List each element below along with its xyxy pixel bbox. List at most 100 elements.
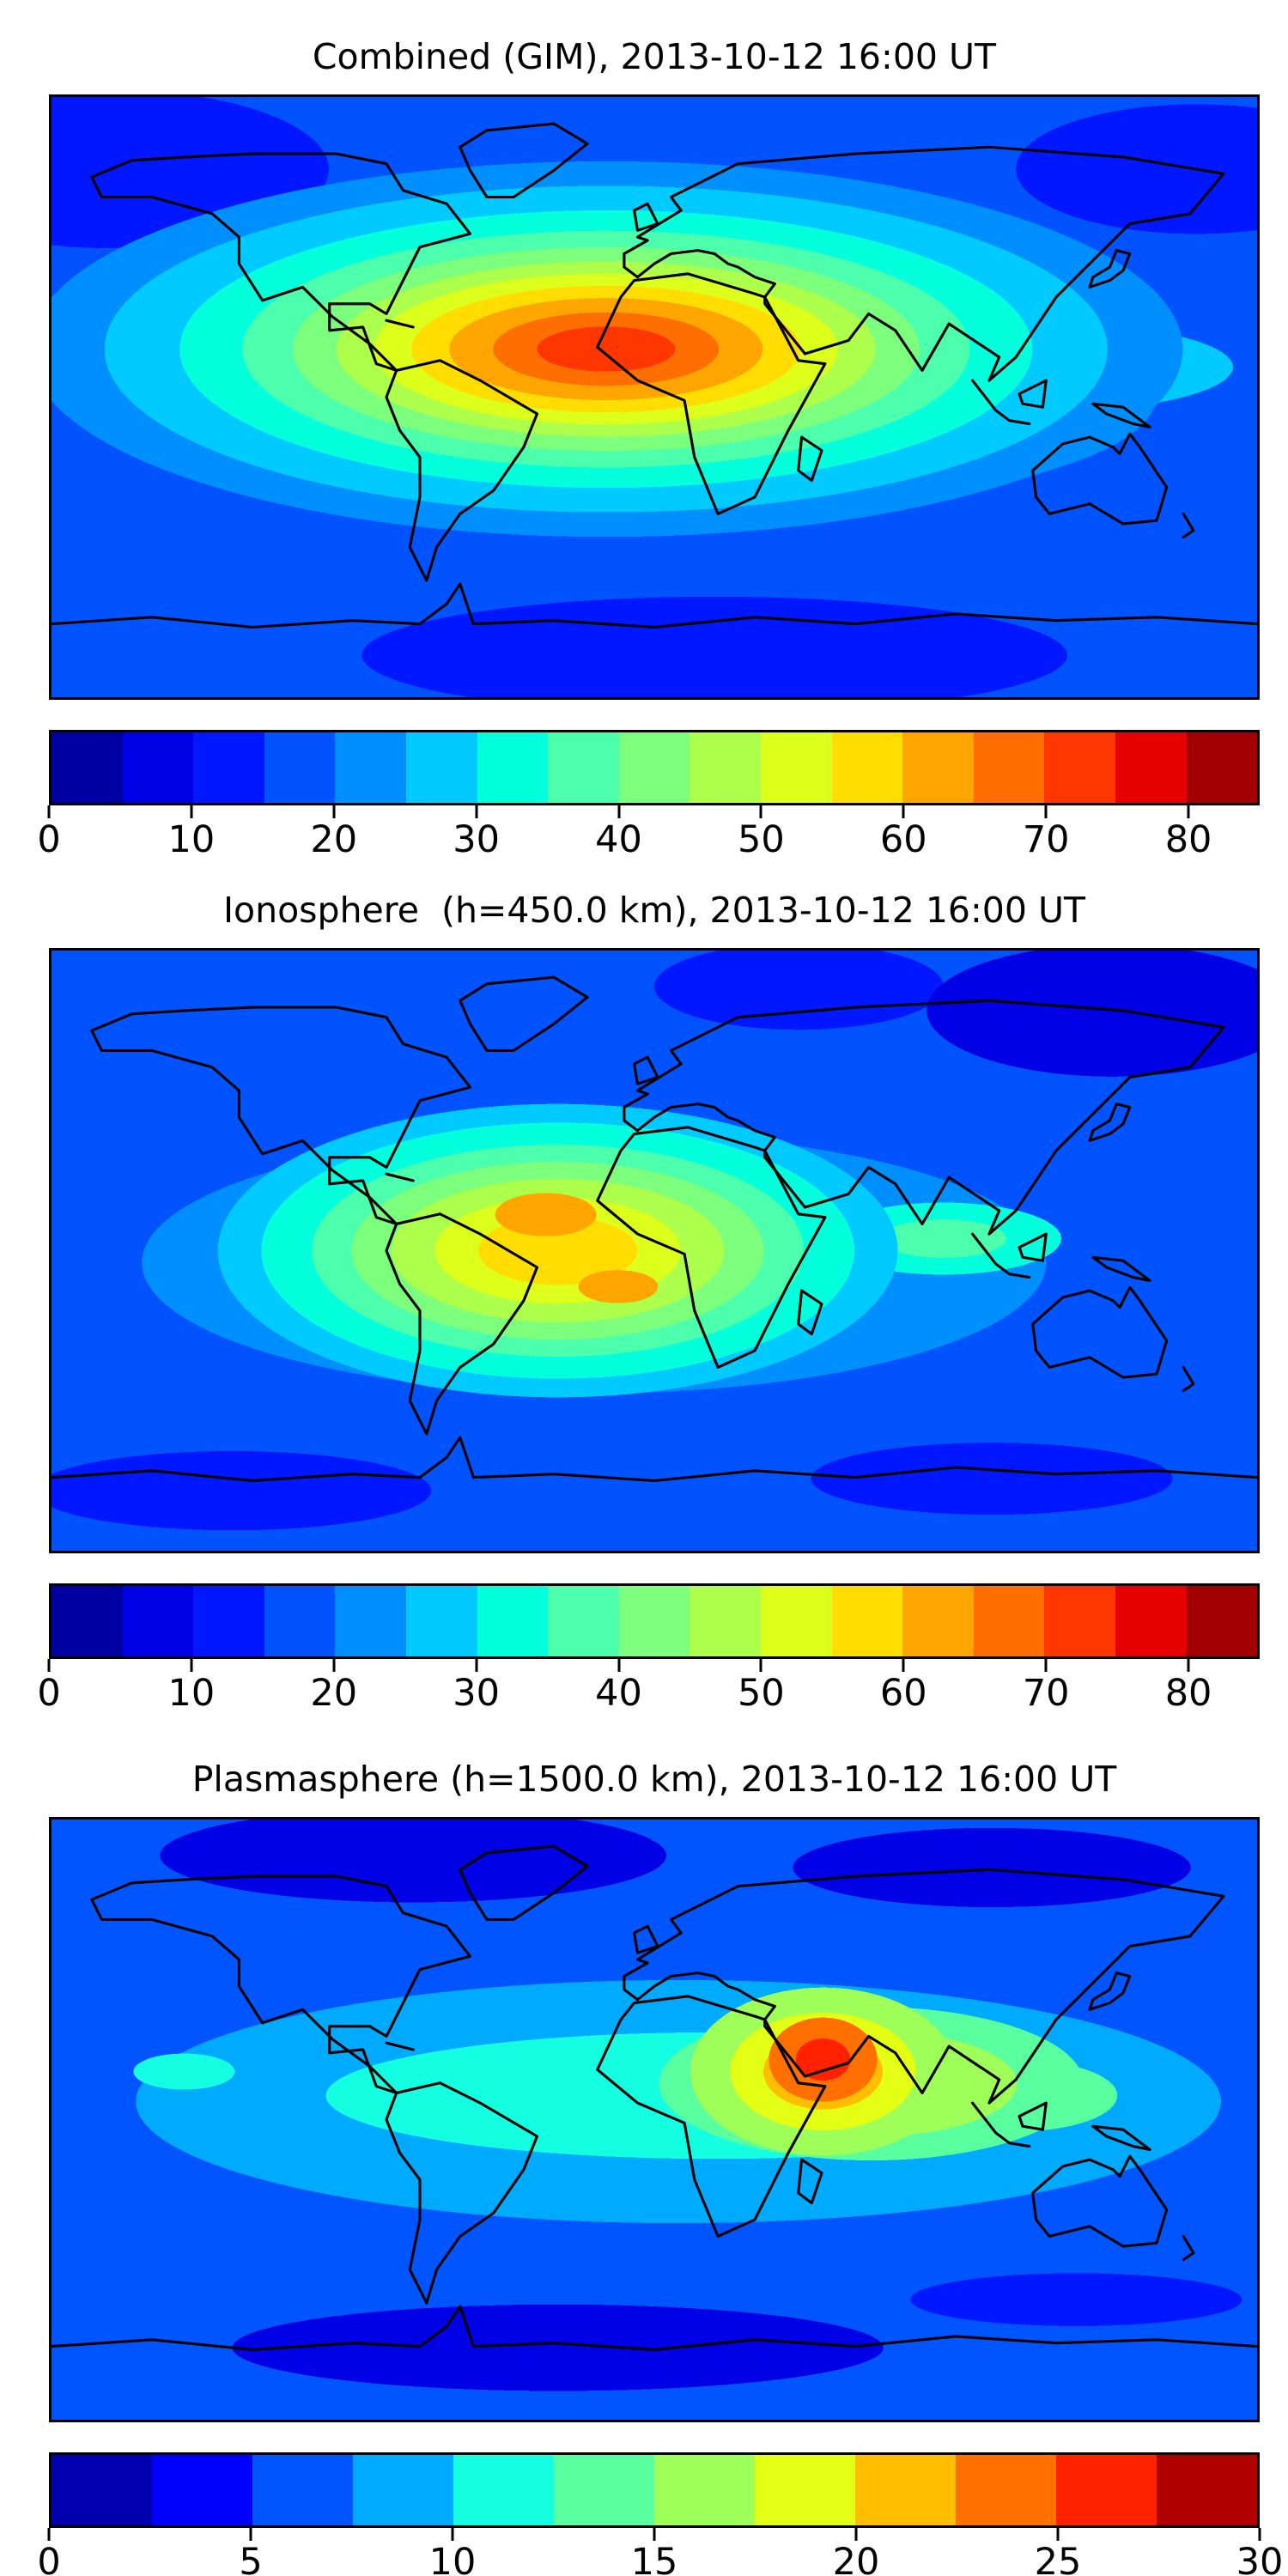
colorbar-segment bbox=[1186, 732, 1258, 803]
colorbar-segment bbox=[973, 1586, 1045, 1656]
world-coastlines bbox=[52, 1844, 1257, 2352]
colorbar-segment bbox=[353, 2455, 453, 2525]
colorbar-tick-mark bbox=[47, 2528, 51, 2541]
colorbar-segment bbox=[1044, 1586, 1115, 1656]
colorbar-segment bbox=[902, 1586, 974, 1656]
colorbar-tick-label: 0 bbox=[37, 1672, 61, 1715]
colorbar-segment bbox=[855, 2455, 956, 2525]
colorbar-tick-mark bbox=[759, 1659, 762, 1672]
colorbar-tick-label: 25 bbox=[1034, 2541, 1082, 2576]
colorbar-segment bbox=[902, 732, 974, 803]
colorbar-tick-mark bbox=[332, 805, 336, 818]
colorbar-segment bbox=[52, 732, 123, 803]
colorbar-tick-label: 70 bbox=[1022, 818, 1070, 861]
colorbar-segment bbox=[477, 732, 549, 803]
colorbar-tick-label: 60 bbox=[879, 1672, 927, 1715]
colorbar-segment bbox=[193, 732, 264, 803]
colorbar-tick-label: 50 bbox=[738, 1672, 785, 1715]
colorbar-segment bbox=[252, 2455, 353, 2525]
colorbar-segment bbox=[760, 1586, 832, 1656]
colorbar-segment bbox=[405, 732, 477, 803]
colorbar-tick-mark bbox=[1044, 805, 1048, 818]
colorbar-tick-mark bbox=[190, 805, 193, 818]
colorbar-tick-mark bbox=[475, 805, 478, 818]
colorbar-tick-label: 20 bbox=[832, 2541, 880, 2576]
colorbar-tick-mark bbox=[902, 1659, 905, 1672]
colorbar-segment bbox=[618, 1586, 690, 1656]
colorbar-tick-mark bbox=[617, 1659, 621, 1672]
panel-title: Ionosphere (h=450.0 km), 2013-10-12 16:0… bbox=[222, 890, 1086, 931]
colorbar-tick-label: 30 bbox=[453, 1672, 500, 1715]
colorbar-tick-mark bbox=[617, 805, 621, 818]
colorbar-tick-label: 30 bbox=[453, 818, 500, 861]
colorbar-segment bbox=[152, 2455, 252, 2525]
colorbar-segment bbox=[193, 1586, 264, 1656]
colorbar-tick-label: 10 bbox=[167, 1672, 216, 1715]
colorbar-segment bbox=[548, 1586, 619, 1656]
colorbar-segment bbox=[760, 732, 832, 803]
colorbar-tick-mark bbox=[475, 1659, 478, 1672]
world-coastlines bbox=[52, 975, 1257, 1483]
map-combined-gim bbox=[49, 94, 1260, 700]
colorbar-segment bbox=[831, 732, 903, 803]
colorbar-segment bbox=[52, 2455, 152, 2525]
colorbar-tick-label: 60 bbox=[879, 818, 927, 861]
colorbar-segment bbox=[1044, 732, 1115, 803]
colorbar-tick-label: 40 bbox=[595, 1672, 642, 1715]
colorbar-segment bbox=[690, 1586, 761, 1656]
colorbar-tick-mark bbox=[1044, 1659, 1048, 1672]
colorbar-tick-label: 10 bbox=[428, 2541, 477, 2576]
colorbar-tick-label: 80 bbox=[1164, 1672, 1212, 1715]
colorbar-tick-label: 0 bbox=[37, 818, 61, 861]
colorbar-tick-label: 5 bbox=[239, 2541, 263, 2576]
colorbar-tick-label: 20 bbox=[310, 1672, 358, 1715]
colorbar-tick-mark bbox=[451, 2528, 454, 2541]
colorbar-segment bbox=[548, 732, 619, 803]
colorbar-tick-mark bbox=[47, 805, 51, 818]
colorbar-tick-mark bbox=[249, 2528, 252, 2541]
colorbar-tick-mark bbox=[1258, 2528, 1261, 2541]
colorbar bbox=[49, 2452, 1260, 2528]
colorbar bbox=[49, 1583, 1260, 1659]
colorbar-tick-mark bbox=[854, 2528, 858, 2541]
panel-ionosphere: Ionosphere (h=450.0 km), 2013-10-12 16:0… bbox=[0, 862, 1288, 1716]
colorbar-segment bbox=[1115, 732, 1187, 803]
colorbar-tick-mark bbox=[902, 805, 905, 818]
colorbar-tick-mark bbox=[332, 1659, 336, 1672]
colorbar-segment bbox=[335, 1586, 406, 1656]
colorbar-tick-label: 50 bbox=[738, 818, 785, 861]
colorbar-segment bbox=[405, 1586, 477, 1656]
colorbar-tick-mark bbox=[759, 805, 762, 818]
colorbar-segment bbox=[1186, 1586, 1258, 1656]
colorbar-tick-mark bbox=[1187, 1659, 1190, 1672]
colorbar-tick-mark bbox=[1056, 2528, 1060, 2541]
colorbar-segment bbox=[453, 2455, 554, 2525]
colorbar-segment bbox=[264, 732, 336, 803]
colorbar-tick-label: 30 bbox=[1236, 2541, 1284, 2576]
colorbar-segment bbox=[1056, 2455, 1157, 2525]
colorbar-segment bbox=[477, 1586, 549, 1656]
colorbar-ticks: 0 10 20 30 40 50 60 70 80 bbox=[37, 1659, 1260, 1716]
colorbar-segment bbox=[690, 732, 761, 803]
colorbar-tick-label: 15 bbox=[630, 2541, 678, 2576]
colorbar-tick-label: 70 bbox=[1022, 1672, 1070, 1715]
colorbar-segment bbox=[52, 1586, 123, 1656]
colorbar-tick-mark bbox=[653, 2528, 656, 2541]
colorbar-segment bbox=[335, 732, 406, 803]
colorbar-tick-label: 0 bbox=[37, 2541, 61, 2576]
colorbar-segment bbox=[1157, 2455, 1257, 2525]
colorbar-tick-label: 40 bbox=[595, 818, 642, 861]
colorbar-segment bbox=[264, 1586, 336, 1656]
colorbar-tick-mark bbox=[1187, 805, 1190, 818]
colorbar-segment bbox=[554, 2455, 654, 2525]
colorbar-segment bbox=[654, 2455, 755, 2525]
colorbar-segment bbox=[122, 732, 194, 803]
colorbar-segment bbox=[973, 732, 1045, 803]
colorbar-segment bbox=[755, 2455, 855, 2525]
colorbar-tick-label: 10 bbox=[167, 818, 216, 861]
colorbar-segment bbox=[831, 1586, 903, 1656]
world-coastlines bbox=[52, 122, 1257, 629]
colorbar-segment bbox=[1115, 1586, 1187, 1656]
colorbar bbox=[49, 730, 1260, 805]
